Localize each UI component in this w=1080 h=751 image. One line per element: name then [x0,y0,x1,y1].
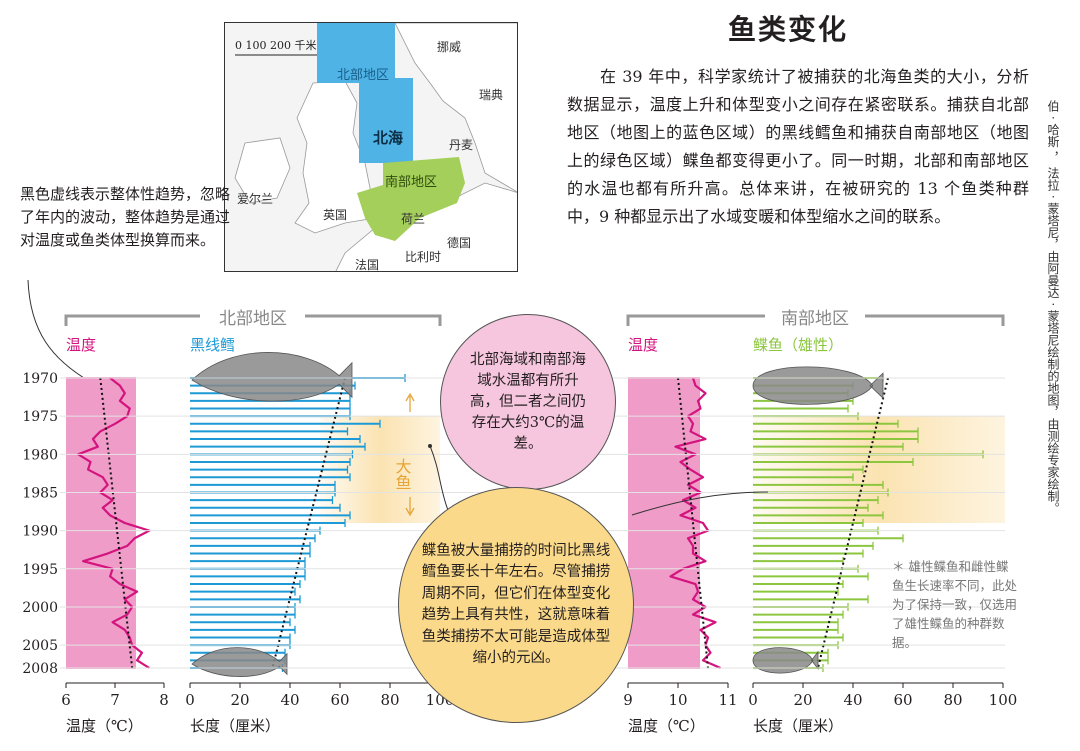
map-svg: 0 100 200 千米 北部地区 北海 南部地区 挪威 瑞典 丹麦 爱尔兰 英… [225,23,517,272]
trend-note-pointer [27,279,97,386]
temperature-trend-line [99,377,134,669]
temperature-line [77,377,151,669]
map-country-belgium: 比利时 [405,250,441,264]
temperature-x-tick-label: 8 [159,691,169,709]
map-land-britain [294,80,376,234]
north-section-header: 北部地区 [219,309,287,329]
temperature-trend-line [677,377,709,669]
fishing-period-bubble: 鲽鱼被大量捕捞的时间比黑线鳕鱼要长十年左右。尽管捕捞周期不同，但它们在体型变化趋… [398,487,634,723]
credit-line: 伯 · 哈斯 ， 法拉 · 蒙塔尼，由阿曼达 · 蒙塔尼绘制的地图，由测绘专家绘… [1046,100,1060,514]
south-section-bracket: 南部地区 [626,309,1005,329]
length-x-tick-label: 40 [843,691,862,709]
year-tick-label: 1980 [22,447,58,463]
north-section-bracket: 北部地区 [64,309,442,329]
fishing-period-text: 鲽鱼被大量捕捞的时间比黑线鳕鱼要长十年左右。尽管捕捞周期不同，但它们在体型变化趋… [421,542,611,667]
map-country-germany: 德国 [447,235,471,250]
map-country-denmark: 丹麦 [449,138,473,152]
map-country-netherlands: 荷兰 [401,212,425,226]
temperature-line [669,377,721,670]
length-x-tick-label: 20 [793,691,812,709]
plaice-length-chart: 0 20 40 60 80 100 长度（厘米） [748,366,1018,735]
temperature-axis-title: 温度（℃） [66,717,143,735]
map-label-north: 北部地区 [337,68,389,83]
length-x-tick-label: 20 [230,691,249,709]
big-fish-arrow-down [405,497,415,517]
year-tick-label: 1990 [22,524,58,540]
length-x-tick-label: 0 [185,691,195,709]
year-tick-label: 1970 [22,371,58,387]
length-x-tick-label: 60 [330,691,349,709]
temperature-x-tick-label: 10 [668,691,687,709]
length-x-tick-label: 80 [380,691,399,709]
year-tick-label: 1985 [22,485,58,501]
map-label-south: 南部地区 [385,174,437,190]
length-x-tick-label: 40 [280,691,299,709]
big-fish-label: 大鱼 [393,458,412,490]
south-section-header: 南部地区 [781,309,849,329]
temperature-x-tick-label: 6 [61,691,71,709]
bubble-yellow-pointer-left [429,445,449,511]
map-country-ireland: 爱尔兰 [237,191,273,206]
map-land-ireland [234,137,291,204]
plaice-2008-icon [752,647,819,674]
map-country-france: 法国 [355,258,379,272]
year-tick-label: 1975 [22,409,58,425]
length-axis-title: 长度（厘米） [190,717,280,735]
north-temperature-chart: 6 7 8 温度（℃） [61,377,169,735]
map-country-sweden: 瑞典 [479,88,503,102]
haddock-1970-icon [191,352,353,402]
north-sea-map: 0 100 200 千米 北部地区 北海 南部地区 挪威 瑞典 丹麦 爱尔兰 英… [224,22,518,272]
south-temperature-chart: 9 10 11 温度（℃） [623,377,738,735]
map-region-south [357,157,465,241]
plaice-footnote: ＊ 雄性鲽鱼和雌性鲽鱼生长速率不同，此处为了保持一致，仅选用了雄性鲽鱼的种群数据… [892,559,1018,650]
temperature-axis-title: 温度（℃） [628,717,705,735]
length-x-tick-label: 80 [943,691,962,709]
year-tick-label: 2000 [22,600,58,616]
north-fish-title: 黑线鳕 [190,336,235,354]
map-scale: 0 100 200 千米 [235,39,316,52]
year-tick-label: 1995 [22,562,58,578]
length-x-tick-label: 60 [893,691,912,709]
temperature-x-tick-label: 7 [110,691,120,709]
map-country-uk: 英国 [323,208,347,222]
plaice-1970-icon [752,366,884,405]
map-region-north [317,23,413,163]
north-temp-title: 温度 [66,336,96,354]
temperature-background [628,377,700,669]
map-label-sea: 北海 [373,129,403,147]
south-temp-title: 温度 [628,336,658,354]
intro-paragraph: 在 39 年中，科学家统计了被捕获的北海鱼类的大小，分析数据显示，温度上升和体型… [567,67,1029,226]
page-title: 鱼类变化 [728,13,849,46]
temperature-x-tick-label: 9 [623,691,633,709]
length-x-tick-label: 100 [989,691,1018,709]
temperature-x-tick-label: 11 [718,691,737,709]
length-x-tick-label: 0 [748,691,758,709]
year-tick-label: 2008 [22,661,58,677]
temperature-difference-bubble: 北部海域和南部海域水温都有所升高，但二者之间仍存在大约3℃的温差。 [440,314,616,490]
temperature-difference-text: 北部海域和南部海域水温都有所升高，但二者之间仍存在大约3℃的温差。 [470,351,586,452]
south-fish-title: 鲽鱼（雄性） [753,336,843,354]
map-land-scandinavia [394,23,517,193]
year-tick-label: 2005 [22,638,58,654]
trend-note: 黑色虚线表示整体性趋势，忽略了年内的波动，整体趋势是通过对温度或鱼类体型换算而来… [20,185,231,249]
map-country-norway: 挪威 [437,40,461,54]
length-axis-title: 长度（厘米） [753,717,843,735]
haddock-2008-icon [191,647,288,677]
big-fish-arrow-up [405,392,415,412]
bubble-yellow-pointer-right [631,491,769,516]
